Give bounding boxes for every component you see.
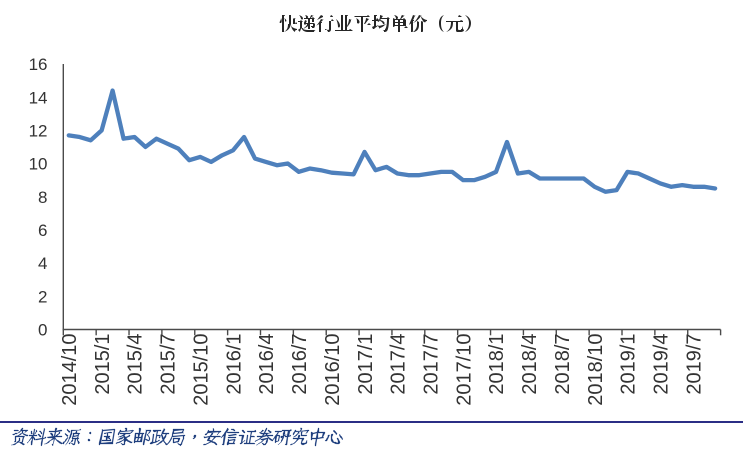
y-tick-label: 6 (38, 221, 47, 240)
x-tick-label: 2019/7 (683, 334, 705, 395)
y-tick-label: 2 (38, 287, 47, 306)
footer-rule (0, 420, 743, 423)
x-tick-label: 2018/1 (486, 334, 508, 395)
x-tick-label: 2015/1 (92, 334, 114, 395)
price-line (66, 88, 718, 194)
x-tick-label: 2015/7 (158, 334, 180, 395)
x-tick-label: 2016/7 (289, 334, 311, 395)
x-tick-label: 2016/4 (256, 334, 278, 395)
x-tick-label: 2014/10 (59, 334, 81, 406)
y-tick-label: 4 (38, 254, 47, 273)
y-tick-label: 0 (38, 321, 47, 340)
y-tick-label: 10 (29, 155, 48, 174)
x-tick-label: 2017/1 (355, 334, 377, 395)
x-tick-label: 2017/10 (453, 334, 475, 406)
y-tick-label: 14 (29, 88, 48, 107)
x-tick-label: 2019/1 (618, 334, 640, 395)
x-tick-label: 2017/4 (388, 334, 410, 395)
y-tick-label: 16 (29, 55, 48, 74)
x-tick-label: 2017/7 (420, 334, 442, 395)
x-tick-label: 2015/4 (125, 334, 147, 395)
x-tick-label: 2015/10 (190, 334, 212, 406)
x-tick-label: 2018/4 (519, 334, 541, 395)
x-tick-label: 2016/1 (223, 334, 245, 395)
x-tick-label: 2018/7 (552, 334, 574, 395)
x-tick-label: 2016/10 (322, 334, 344, 406)
x-tick-label: 2019/4 (651, 334, 673, 395)
y-tick-label: 8 (38, 188, 47, 207)
y-tick-label: 12 (29, 121, 48, 140)
x-tick-label: 2018/10 (585, 334, 607, 406)
